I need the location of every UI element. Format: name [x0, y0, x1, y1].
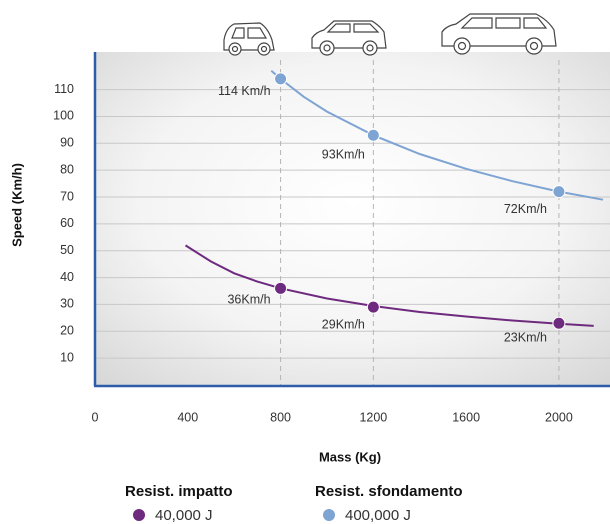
car-medium	[311, 20, 387, 56]
point	[274, 281, 288, 295]
value-label: 93Km/h	[322, 148, 365, 162]
value-label: 36Km/h	[227, 293, 270, 307]
point	[366, 300, 380, 314]
car-icons	[223, 13, 557, 56]
x-tick-label: 1600	[452, 410, 480, 424]
y-tick-label: 100	[53, 109, 74, 123]
y-tick-label: 50	[60, 243, 74, 257]
x-axis-title: Mass (Kg)	[319, 449, 381, 464]
car-small	[223, 22, 275, 56]
y-tick-label: 30	[60, 297, 74, 311]
legend-title: Resist. sfondamento	[315, 483, 463, 500]
plot-background	[95, 52, 610, 385]
legend-swatch	[323, 509, 335, 521]
value-label: 114 Km/h	[218, 84, 271, 98]
curve	[270, 70, 604, 201]
point	[552, 316, 566, 330]
value-label: 23Km/h	[504, 331, 547, 345]
y-axis-title: Speed (Km/h)	[9, 163, 24, 247]
legend-label: 400,000 J	[345, 507, 411, 524]
legend-label: 40,000 J	[155, 507, 213, 524]
y-tick-label: 20	[60, 324, 74, 338]
grid	[95, 60, 610, 385]
car-large	[441, 13, 557, 55]
point	[366, 128, 380, 142]
point	[552, 185, 566, 199]
x-tick-label: 1200	[359, 410, 387, 424]
y-tick-label: 10	[60, 350, 74, 364]
y-tick-label: 110	[54, 82, 74, 96]
y-tick-label: 90	[60, 136, 74, 150]
point	[274, 72, 288, 86]
y-tick-label: 60	[60, 216, 74, 230]
curve	[184, 244, 594, 327]
value-label: 72Km/h	[504, 202, 547, 216]
y-tick-label: 70	[60, 189, 74, 203]
y-tick-label: 80	[60, 162, 74, 176]
x-tick-label: 400	[177, 410, 198, 424]
x-tick-label: 2000	[545, 410, 573, 424]
value-label: 29Km/h	[322, 317, 365, 331]
x-tick-label: 800	[270, 410, 291, 424]
y-tick-label: 40	[60, 270, 74, 284]
legend-swatch	[133, 509, 145, 521]
x-tick-label: 0	[92, 410, 99, 424]
legend-title: Resist. impatto	[125, 483, 233, 500]
